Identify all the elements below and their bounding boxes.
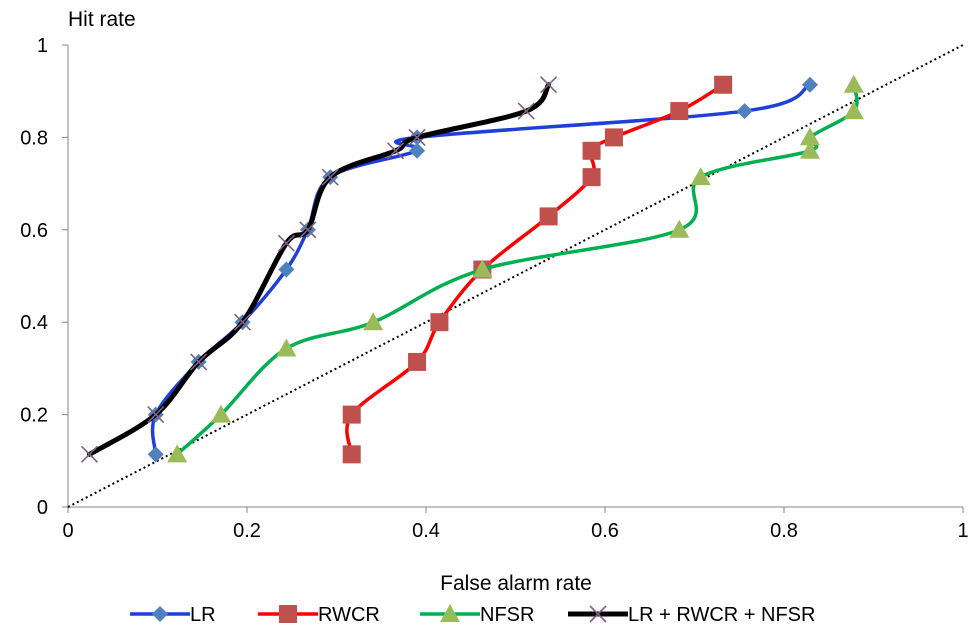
data-point-rwcr (582, 141, 601, 160)
legend-label: RWCR (318, 604, 380, 626)
data-point-nfsr (799, 140, 820, 159)
marker-stroke (589, 605, 607, 623)
legend-label: LR (190, 604, 216, 626)
data-point-nfsr (843, 101, 864, 120)
axes (67, 45, 963, 508)
data-point-lr (736, 103, 753, 120)
marker-stroke (233, 313, 252, 331)
data-point-nfsr (669, 219, 690, 238)
x-tick-label: 0.4 (412, 520, 440, 542)
legend-marker (589, 605, 607, 623)
y-tick-label: 0 (37, 497, 48, 519)
data-point-lr-rwcr-nfsr (321, 168, 339, 186)
marker-stroke (517, 102, 535, 120)
marker-stroke (387, 142, 405, 160)
data-point-rwcr (430, 313, 449, 332)
x-tick-label: 1 (957, 520, 968, 542)
series-lr-rwcr-nfsr (80, 76, 558, 463)
data-point-rwcr (670, 102, 689, 121)
legend-item-lr: LR (130, 604, 216, 626)
series-rwcr (342, 75, 733, 464)
data-point-rwcr (408, 352, 427, 371)
data-point-lr-rwcr-nfsr (147, 406, 165, 424)
series-nfsr (167, 74, 864, 463)
marker-stroke (190, 353, 208, 371)
data-point-rwcr (582, 168, 601, 187)
data-point-nfsr (276, 338, 297, 357)
data-point-rwcr (342, 405, 361, 424)
x-tick-label: 0.2 (233, 520, 261, 542)
data-point-nfsr (843, 74, 864, 93)
marker-stroke (147, 406, 165, 424)
legend-label: NFSR (480, 604, 534, 626)
y-tick-label: 0.8 (20, 127, 48, 149)
legend-item-nfsr: NFSR (420, 604, 534, 626)
y-ticks: 0 0.2 0.4 0.6 0.8 1 (20, 35, 68, 519)
marker-stroke (321, 168, 339, 186)
data-point-nfsr (167, 444, 188, 463)
data-point-lr-rwcr-nfsr (408, 128, 426, 146)
data-point-nfsr (690, 167, 711, 186)
data-point-nfsr (799, 127, 820, 146)
legend-label: LR + RWCR + NFSR (628, 604, 815, 626)
legend-marker (152, 606, 168, 622)
marker-stroke (277, 234, 295, 252)
data-point-lr (409, 142, 426, 159)
x-tick-label: 0 (62, 520, 73, 542)
legend-marker (440, 604, 460, 622)
y-tick-label: 1 (37, 35, 48, 57)
data-point-rwcr (714, 75, 733, 94)
data-point-rwcr (604, 128, 623, 147)
data-point-lr (278, 261, 295, 278)
x-tick-label: 0.6 (591, 520, 619, 542)
data-point-lr-rwcr-nfsr (277, 234, 295, 252)
data-point-nfsr (472, 259, 493, 278)
y-tick-label: 0.4 (20, 312, 48, 334)
legend-marker (279, 605, 297, 623)
marker-stroke (408, 128, 426, 146)
data-point-lr-rwcr-nfsr (517, 102, 535, 120)
series-group (80, 74, 864, 464)
legend-item-rwcr: RWCR (258, 604, 380, 626)
legend-item-lr-rwcr-nfsr: LR + RWCR + NFSR (568, 604, 815, 626)
data-point-nfsr (363, 312, 384, 331)
legend: LR RWCR NFSR LR + RWCR + NFSR (130, 604, 815, 626)
data-point-lr (147, 446, 164, 463)
marker-stroke (299, 221, 317, 239)
data-point-lr-rwcr-nfsr (233, 313, 252, 331)
data-point-rwcr (539, 207, 558, 226)
x-ticks: 0 0.2 0.4 0.6 0.8 1 (62, 507, 969, 542)
data-point-lr (801, 76, 818, 93)
data-point-rwcr (342, 445, 361, 464)
y-tick-label: 0.2 (20, 405, 48, 427)
y-axis-title: Hit rate (68, 8, 136, 31)
marker-stroke (540, 76, 558, 94)
x-tick-label: 0.8 (770, 520, 798, 542)
data-point-nfsr (211, 404, 232, 423)
x-axis-title: False alarm rate (440, 572, 592, 595)
data-point-lr-rwcr-nfsr (80, 445, 99, 463)
data-point-lr-rwcr-nfsr (540, 76, 558, 94)
data-point-lr-rwcr-nfsr (190, 353, 208, 371)
marker-stroke (80, 445, 99, 463)
data-point-lr-rwcr-nfsr (299, 221, 317, 239)
y-tick-label: 0.6 (20, 220, 48, 242)
data-point-lr-rwcr-nfsr (387, 142, 405, 160)
